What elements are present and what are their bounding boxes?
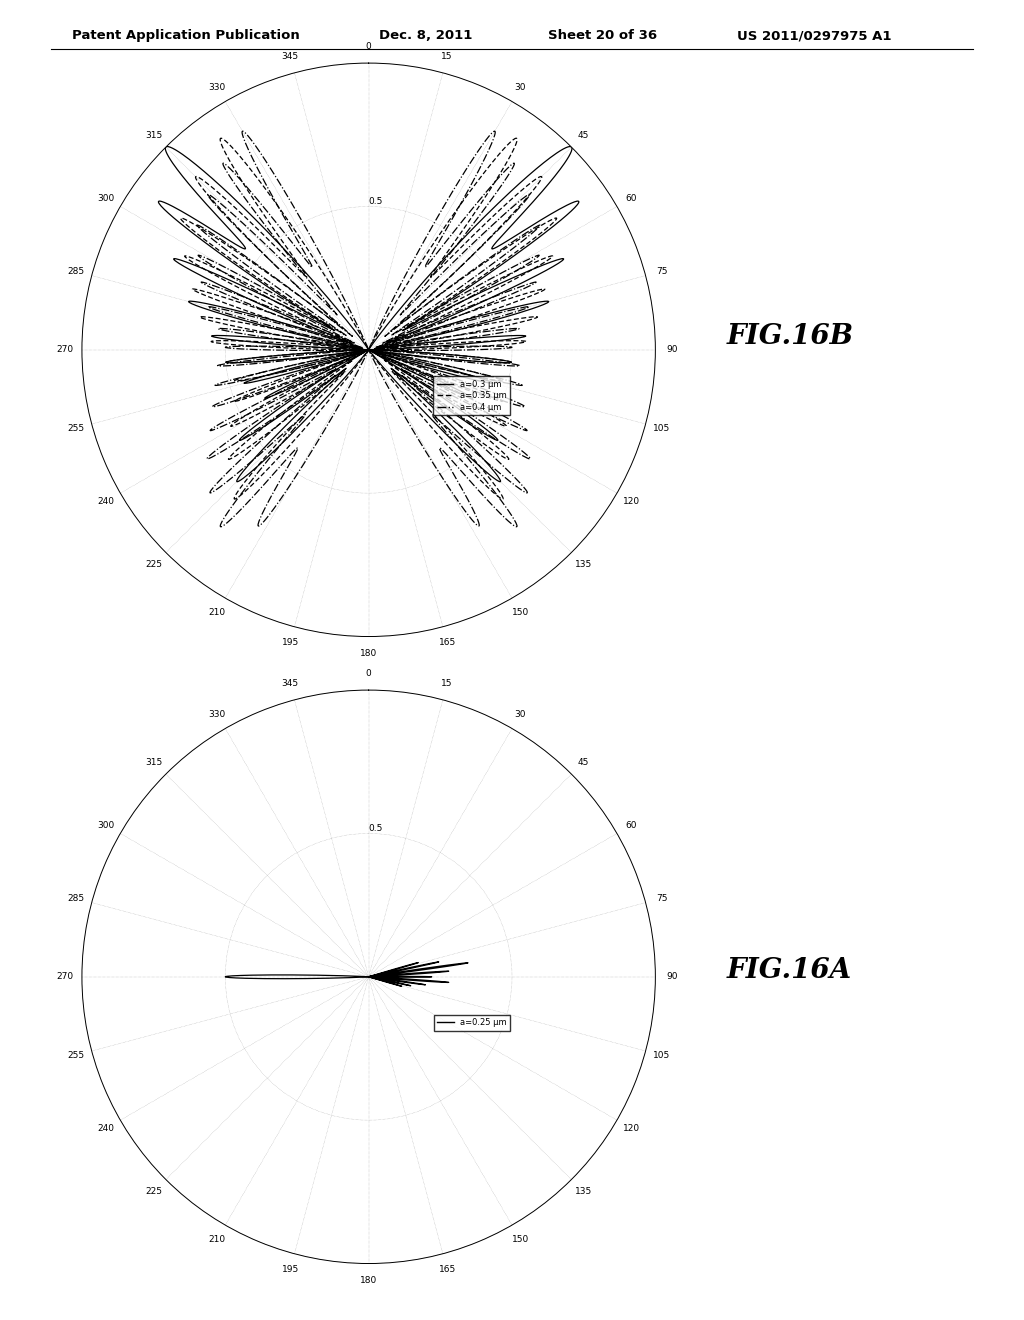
Text: Sheet 20 of 36: Sheet 20 of 36 — [548, 29, 657, 42]
Text: FIG.16A: FIG.16A — [727, 957, 852, 983]
Text: Patent Application Publication: Patent Application Publication — [72, 29, 299, 42]
Legend: a=0.25 μm: a=0.25 μm — [433, 1015, 510, 1031]
Text: Dec. 8, 2011: Dec. 8, 2011 — [379, 29, 472, 42]
Text: US 2011/0297975 A1: US 2011/0297975 A1 — [737, 29, 892, 42]
Legend: a=0.3 μm, a=0.35 μm, a=0.4 μm: a=0.3 μm, a=0.35 μm, a=0.4 μm — [433, 376, 510, 414]
Text: FIG.16B: FIG.16B — [727, 323, 854, 350]
